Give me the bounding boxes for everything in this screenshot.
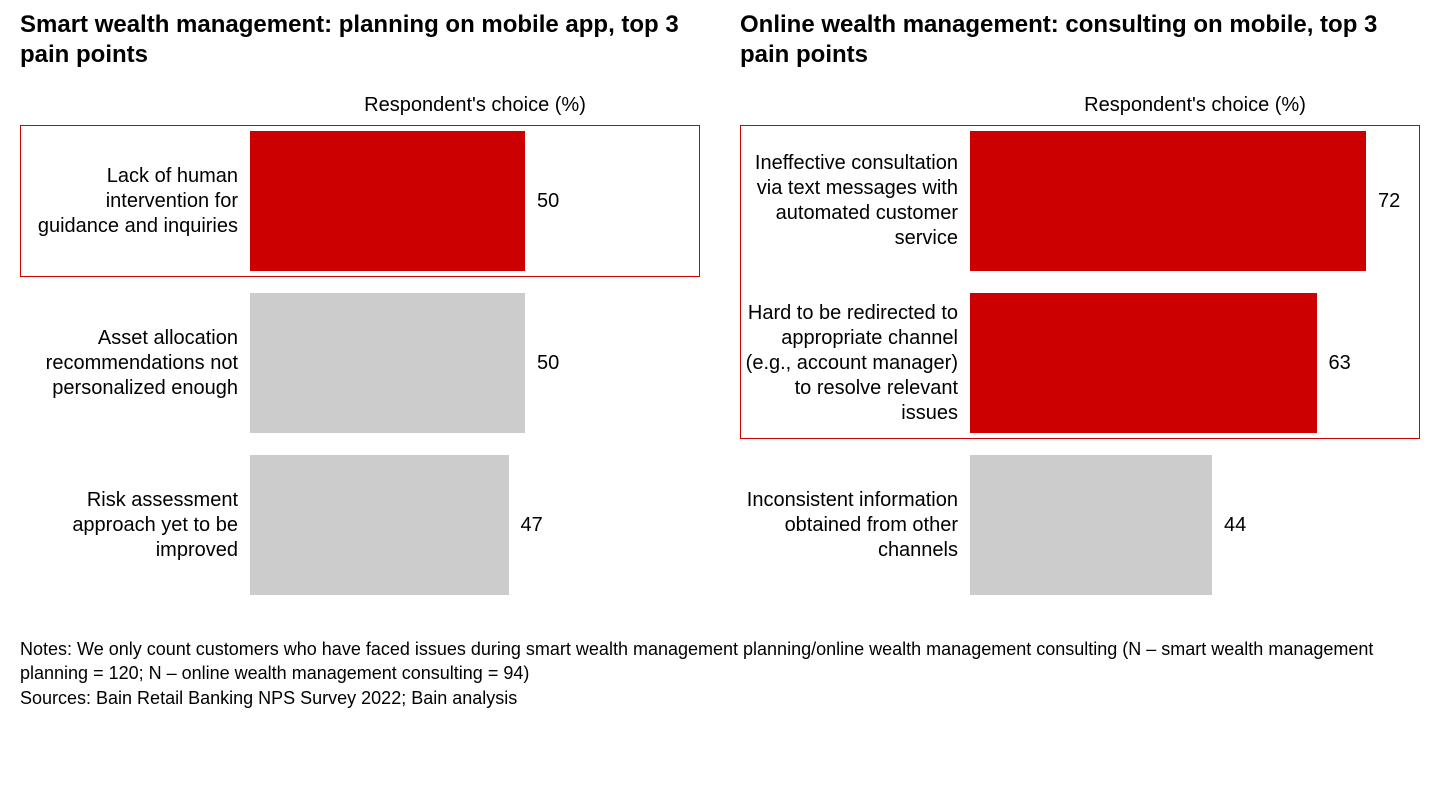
bar-value: 47 xyxy=(509,514,543,537)
bar-label: Lack of human intervention for guidance … xyxy=(20,164,250,239)
bar xyxy=(250,293,525,433)
bar-row: Lack of human intervention for guidance … xyxy=(20,131,700,271)
bar xyxy=(970,455,1212,595)
bar-label: Risk assessment approach yet to be impro… xyxy=(20,488,250,563)
bar-track: 44 xyxy=(970,455,1420,595)
bar-row: Ineffective consultation via text messag… xyxy=(740,131,1420,271)
bar-row: Hard to be redirected to appropriate cha… xyxy=(740,293,1420,433)
right-bars-area: Ineffective consultation via text messag… xyxy=(740,131,1420,617)
left-bars-area: Lack of human intervention for guidance … xyxy=(20,131,700,617)
bar-row: Risk assessment approach yet to be impro… xyxy=(20,455,700,595)
bar-track: 47 xyxy=(250,455,700,595)
footer-sources: Sources: Bain Retail Banking NPS Survey … xyxy=(20,686,1420,710)
right-axis-label: Respondent's choice (%) xyxy=(970,94,1420,117)
bar-row: Inconsistent information obtained from o… xyxy=(740,455,1420,595)
bar-value: 50 xyxy=(525,190,559,213)
panels-container: Smart wealth management: planning on mob… xyxy=(20,10,1420,617)
bar-label: Inconsistent information obtained from o… xyxy=(740,488,970,563)
bar-row: Asset allocation recommendations not per… xyxy=(20,293,700,433)
left-panel-title: Smart wealth management: planning on mob… xyxy=(20,10,700,74)
bar-value: 63 xyxy=(1317,352,1351,375)
bar-value: 44 xyxy=(1212,514,1246,537)
bar xyxy=(250,131,525,271)
bar-track: 50 xyxy=(250,131,700,271)
bar-label: Asset allocation recommendations not per… xyxy=(20,326,250,401)
bar-value: 72 xyxy=(1366,190,1400,213)
left-panel: Smart wealth management: planning on mob… xyxy=(20,10,700,617)
bar-label: Hard to be redirected to appropriate cha… xyxy=(740,301,970,426)
right-panel-title: Online wealth management: consulting on … xyxy=(740,10,1420,74)
bar-label: Ineffective consultation via text messag… xyxy=(740,151,970,251)
bar xyxy=(970,293,1317,433)
bar-track: 50 xyxy=(250,293,700,433)
bar-value: 50 xyxy=(525,352,559,375)
bar-track: 63 xyxy=(970,293,1420,433)
bar xyxy=(970,131,1366,271)
left-axis-label: Respondent's choice (%) xyxy=(250,94,700,117)
footer-notes: Notes: We only count customers who have … xyxy=(20,637,1420,686)
right-panel: Online wealth management: consulting on … xyxy=(740,10,1420,617)
footer: Notes: We only count customers who have … xyxy=(20,637,1420,710)
bar xyxy=(250,455,509,595)
bar-track: 72 xyxy=(970,131,1420,271)
